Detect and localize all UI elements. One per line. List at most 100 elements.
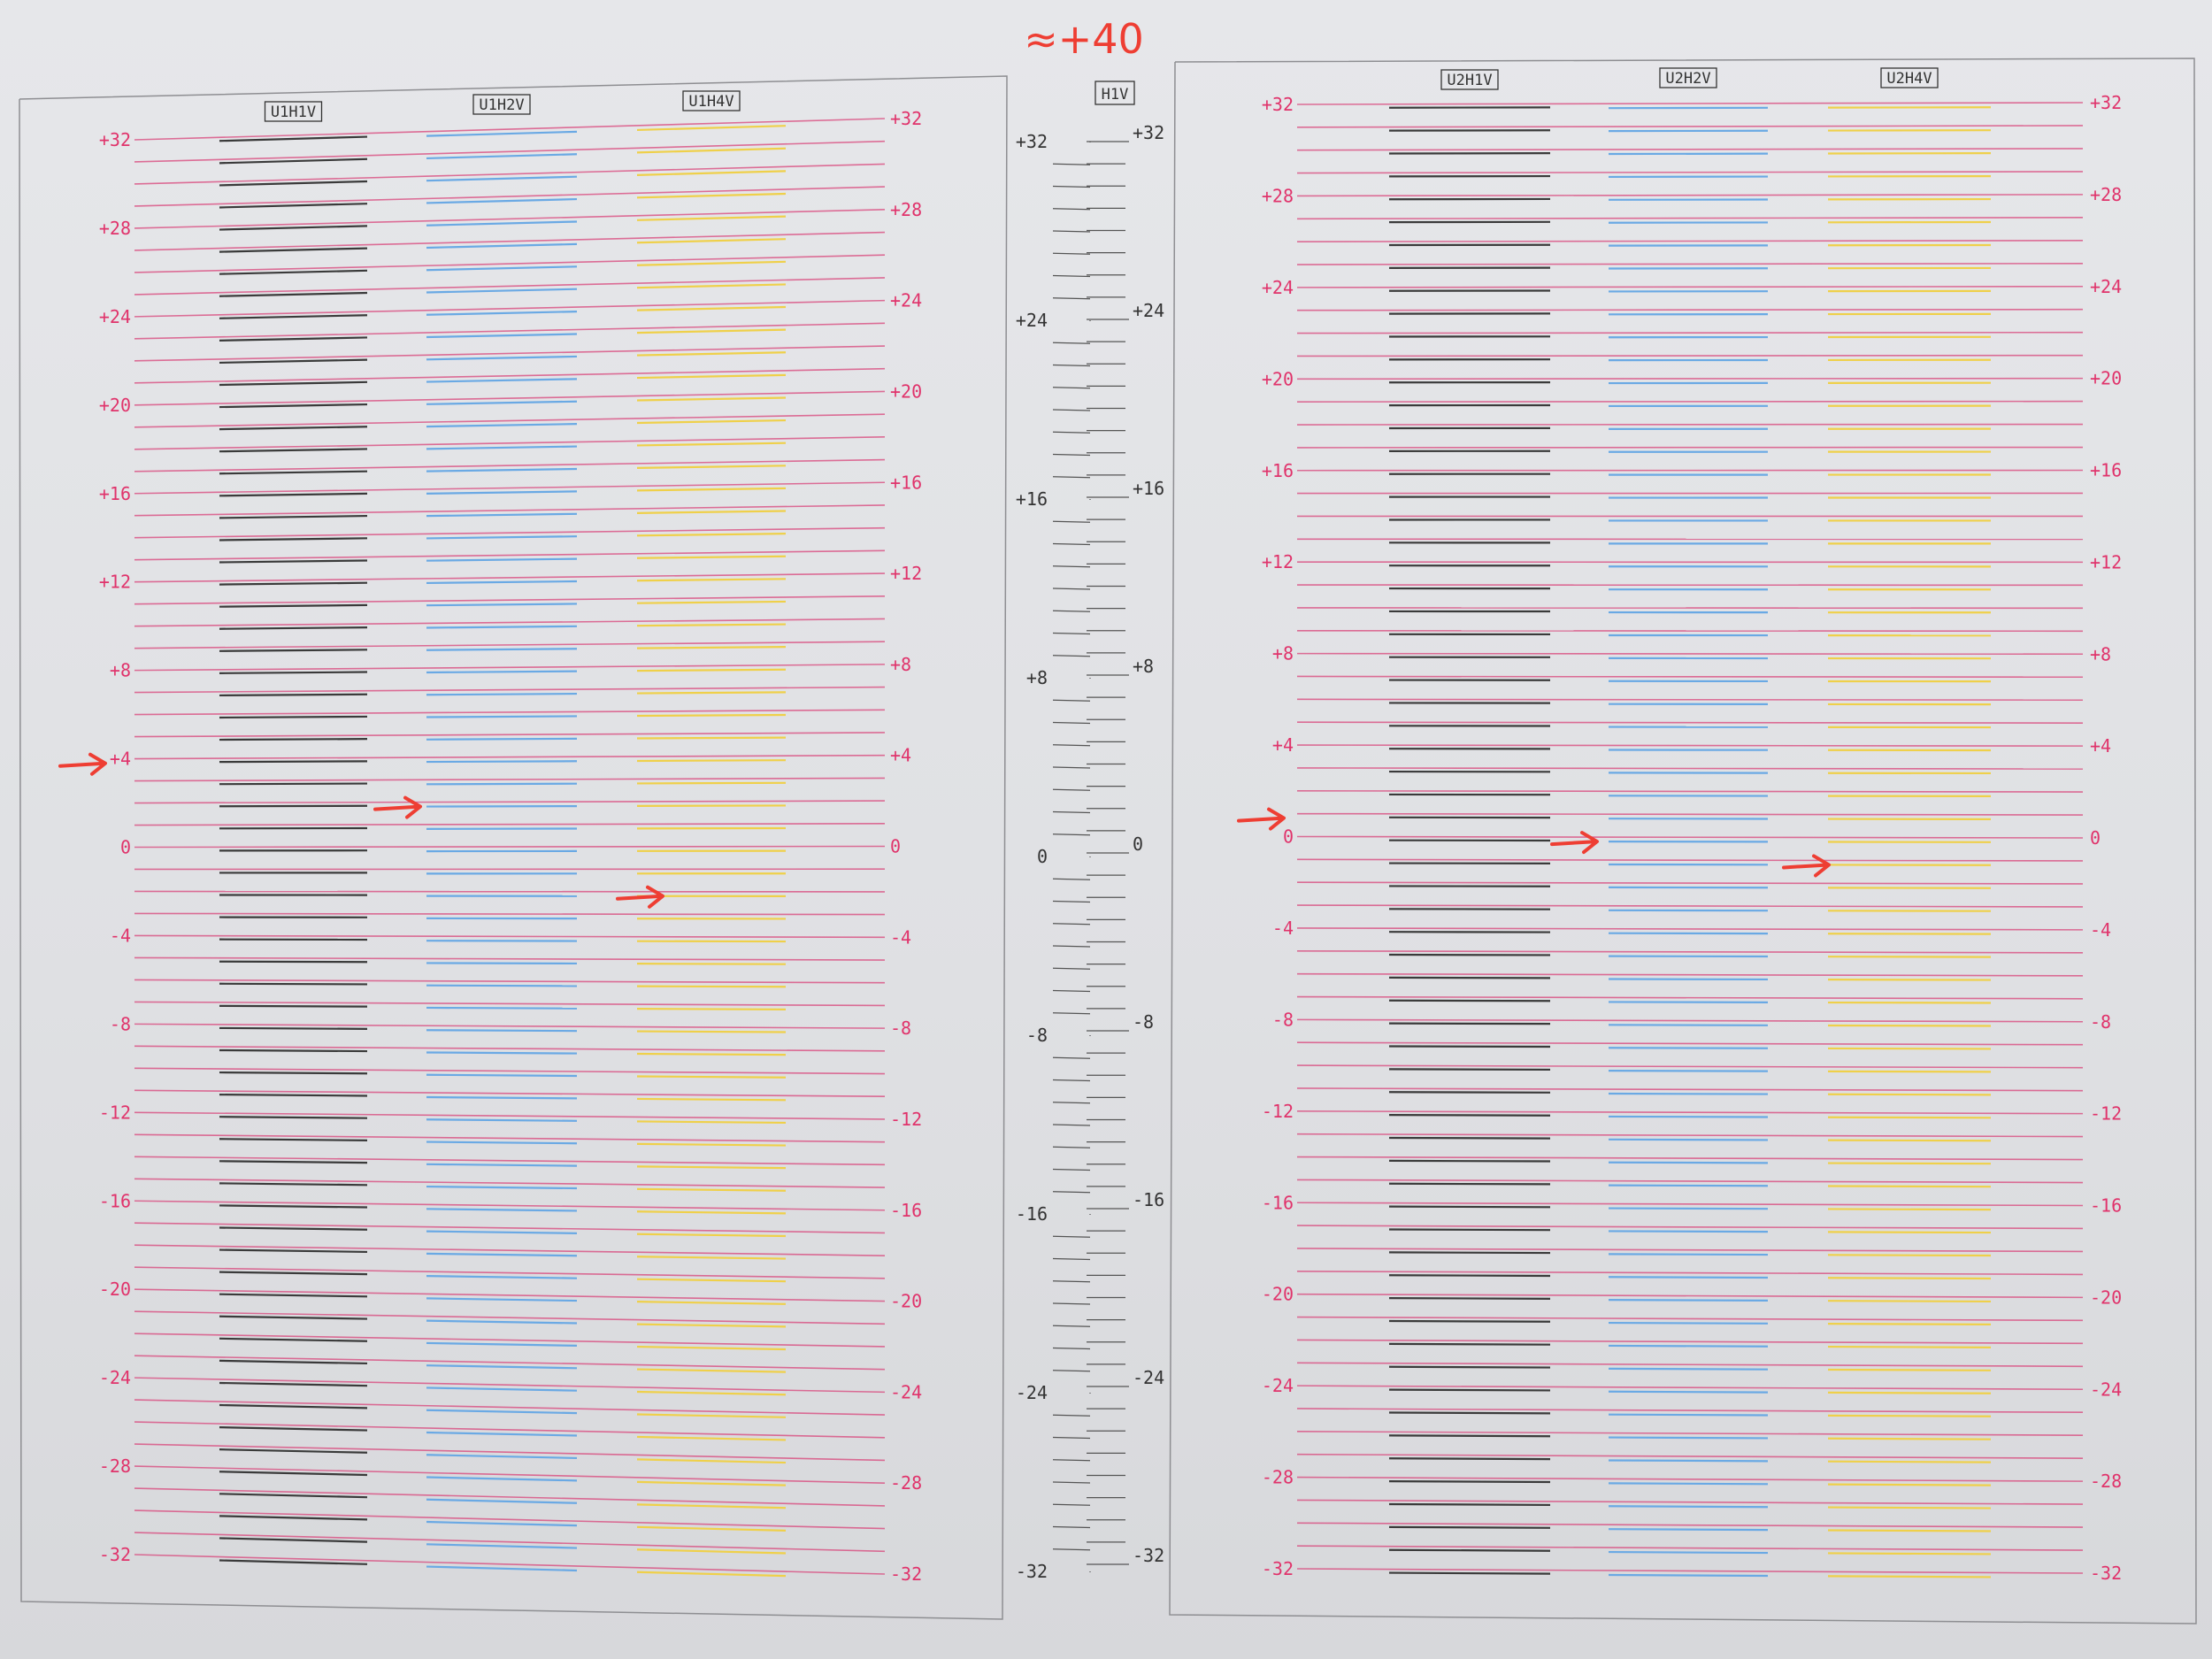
- pattern-line-u2h4v: [1827, 1483, 1992, 1486]
- scale-label-right: +24: [2090, 276, 2122, 297]
- pattern-line-u2h2v: [1608, 1207, 1769, 1210]
- pattern-line-u1h2v: [426, 1341, 578, 1347]
- pattern-line-u1h2v: [426, 130, 578, 137]
- reference-line: [1296, 949, 2084, 954]
- reference-line: [1296, 767, 2084, 770]
- center-tick-left: [1052, 923, 1091, 926]
- center-scale-left: +8: [1026, 667, 1048, 688]
- pattern-line-u1h2v: [426, 557, 578, 562]
- pattern-line-u2h1v: [1388, 1502, 1551, 1507]
- reference-line: [134, 709, 886, 716]
- center-tick-left: [1052, 766, 1091, 769]
- pattern-line-u1h2v: [426, 355, 578, 361]
- scale-label-right: +12: [2090, 551, 2122, 572]
- scale-label-left: -16: [1262, 1192, 1294, 1213]
- scale-label-right: -28: [2090, 1471, 2122, 1492]
- pattern-line-u2h4v: [1827, 1093, 1992, 1096]
- scale-label-right: -8: [2090, 1011, 2111, 1033]
- reference-line: [1296, 904, 2084, 908]
- center-tick-left: [1052, 208, 1091, 211]
- center-tick-left: [1052, 409, 1091, 411]
- pattern-line-u1h1v: [219, 1182, 368, 1187]
- pattern-line-u1h1v: [219, 492, 368, 497]
- center-scale-left: -24: [1016, 1382, 1048, 1403]
- center-tick-left: [1052, 274, 1091, 278]
- reference-line: [1296, 629, 2084, 633]
- pattern-line-u1h4v: [636, 147, 787, 154]
- reference-line: [134, 664, 886, 672]
- pattern-line-u1h2v: [426, 153, 578, 160]
- scale-label-left: -32: [99, 1544, 131, 1565]
- pattern-line-u1h1v: [219, 1559, 368, 1565]
- center-tick-left: [1052, 1280, 1091, 1283]
- center-tick-left: [1052, 453, 1091, 457]
- pattern-line-u2h2v: [1608, 1550, 1769, 1555]
- pattern-label: U2H2V: [1665, 70, 1710, 88]
- reference-line: [134, 618, 886, 627]
- pattern-line-u1h4v: [636, 487, 787, 492]
- pattern-line-u1h2v: [426, 603, 578, 607]
- pattern-line-u1h2v: [426, 625, 578, 629]
- center-tick-left: [1052, 565, 1091, 568]
- pattern-line-u1h1v: [219, 626, 368, 630]
- center-tick-left: [1052, 1191, 1091, 1194]
- reference-line: [134, 1156, 886, 1166]
- pattern-line-u1h1v: [219, 715, 368, 719]
- reference-line: [134, 1178, 886, 1188]
- reference-line: [134, 458, 886, 472]
- scale-label-right: +12: [890, 563, 922, 584]
- pattern-line-u1h4v: [636, 1548, 787, 1555]
- reference-line: [1296, 1499, 2084, 1505]
- reference-line: [134, 140, 886, 163]
- center-scale-right: +32: [1133, 122, 1164, 143]
- pattern-line-u1h1v: [219, 1293, 368, 1298]
- pattern-line-u1h4v: [636, 1571, 787, 1578]
- pattern-line-u1h2v: [426, 1476, 578, 1482]
- pattern-line-u2h4v: [1827, 1575, 1992, 1578]
- reference-line: [1296, 1156, 2084, 1161]
- center-tick-left: [1052, 945, 1091, 948]
- scale-label-right: +32: [890, 108, 922, 129]
- scale-label-left: +32: [1262, 94, 1294, 115]
- pattern-line-u2h2v: [1608, 1413, 1769, 1417]
- pattern-line-u1h1v: [219, 1226, 368, 1231]
- center-tick-left: [1052, 1102, 1091, 1104]
- pattern-line-u1h2v: [426, 512, 578, 518]
- scale-label-right: +8: [2090, 643, 2111, 664]
- pattern-line-u1h4v: [636, 736, 787, 740]
- scale-label-right: -28: [890, 1472, 922, 1494]
- scale-label-left: -28: [99, 1455, 131, 1477]
- center-scale-left: 0: [1037, 846, 1048, 867]
- reference-line: [1296, 308, 2084, 311]
- reference-line: [1296, 354, 2084, 357]
- reference-line: [1296, 1339, 2084, 1345]
- reference-line: [134, 504, 886, 517]
- pattern-line-u2h2v: [1608, 1184, 1769, 1187]
- pattern-line-u1h1v: [219, 291, 368, 297]
- pattern-line-u1h1v: [219, 314, 368, 319]
- center-scale-right: -8: [1133, 1011, 1154, 1033]
- reference-line: [1296, 1408, 2084, 1414]
- reference-line: [1296, 1476, 2084, 1482]
- pattern-line-u2h1v: [1388, 1159, 1551, 1163]
- center-tick-left: [1052, 1436, 1091, 1440]
- reference-line: [134, 1023, 886, 1029]
- pattern-line-u2h4v: [1827, 1323, 1992, 1325]
- reference-line: [134, 367, 886, 384]
- reference-line: [1296, 1110, 2084, 1115]
- center-tick-left: [1052, 1012, 1091, 1015]
- pattern-line-u1h2v: [426, 378, 578, 383]
- scale-label-left: +4: [110, 749, 131, 770]
- pattern-line-u1h4v: [636, 623, 787, 627]
- center-tick-left: [1052, 1525, 1091, 1529]
- pattern-line-u1h1v: [219, 380, 368, 387]
- scale-label-right: -4: [890, 926, 911, 948]
- pattern-line-u1h4v: [636, 781, 787, 785]
- pattern-line-u1h1v: [219, 225, 368, 231]
- pattern-line-u1h4v: [636, 1233, 787, 1238]
- pattern-label-box: [1880, 67, 1939, 88]
- selection-arrow: [373, 795, 422, 819]
- reference-line: [1296, 194, 2084, 197]
- reference-line: [1296, 1545, 2084, 1551]
- reference-line: [134, 1222, 886, 1234]
